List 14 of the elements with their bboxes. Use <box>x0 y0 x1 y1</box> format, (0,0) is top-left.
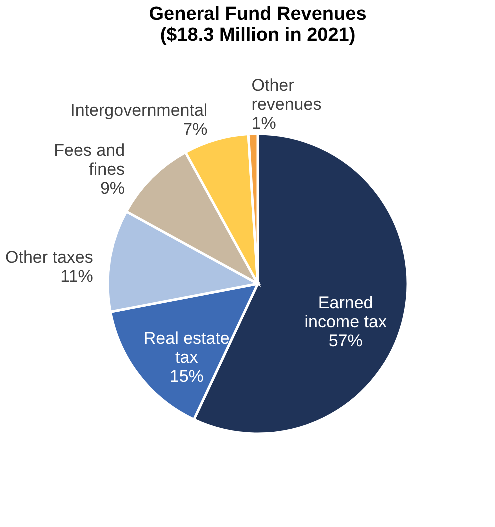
slice-label: Other revenues <box>252 76 322 114</box>
slice-label: Other taxes <box>6 248 94 267</box>
text: ($18.3 Million in 2021) <box>160 25 356 46</box>
data-label: 15% <box>170 367 204 386</box>
slice-label: Real estate tax <box>144 329 230 368</box>
data-label: 7% <box>183 120 208 139</box>
text: General Fund Revenues <box>149 4 367 25</box>
data-label: 9% <box>100 179 126 198</box>
slice-label: Earned income tax <box>304 294 388 332</box>
data-label: 57% <box>328 332 363 351</box>
data-label: 1% <box>252 114 276 134</box>
slice-label: Intergovernmental <box>70 100 208 120</box>
slice-label: Fees and fines <box>54 141 126 180</box>
data-label: 11% <box>60 266 94 286</box>
